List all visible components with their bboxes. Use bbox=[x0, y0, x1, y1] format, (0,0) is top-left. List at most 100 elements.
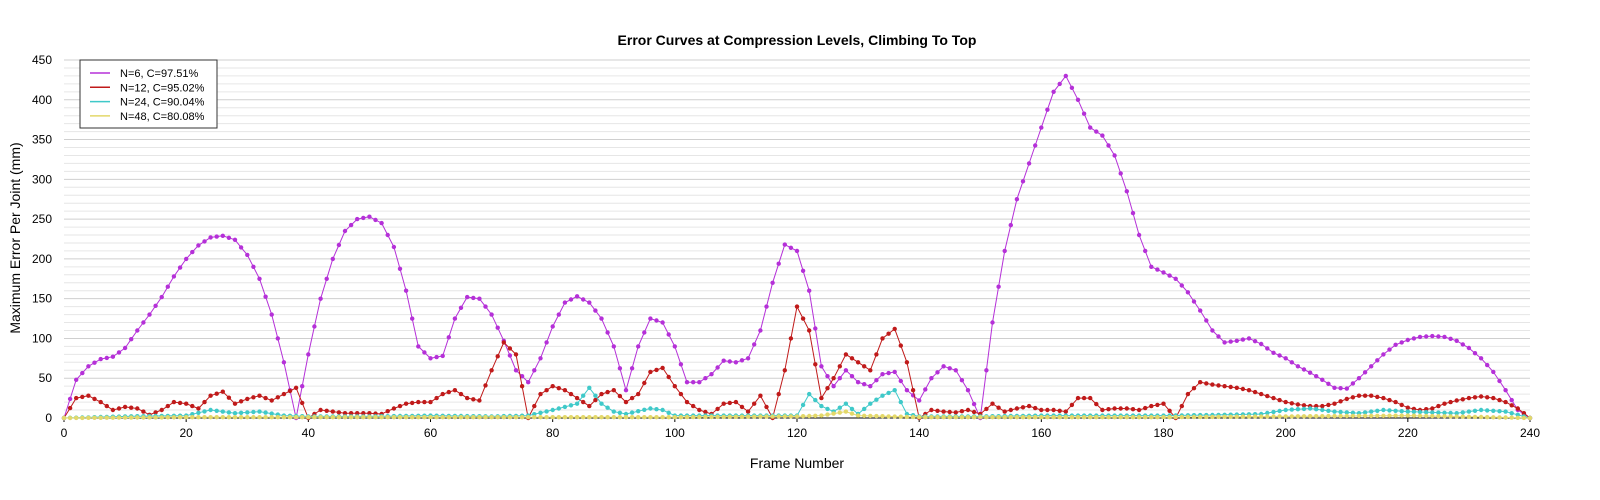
data-point bbox=[990, 320, 995, 325]
data-point bbox=[1008, 222, 1013, 228]
data-point bbox=[471, 295, 476, 301]
data-point bbox=[251, 395, 256, 400]
data-point bbox=[1307, 370, 1313, 375]
data-point bbox=[1252, 414, 1258, 419]
data-point bbox=[153, 303, 158, 308]
data-point bbox=[764, 304, 769, 309]
data-point bbox=[397, 403, 403, 409]
data-point bbox=[574, 415, 580, 420]
data-point bbox=[984, 406, 989, 412]
data-point bbox=[507, 346, 513, 351]
data-point bbox=[892, 326, 897, 332]
data-point bbox=[1307, 406, 1313, 411]
data-point bbox=[465, 395, 470, 401]
data-point bbox=[416, 344, 421, 349]
data-point bbox=[300, 415, 305, 420]
data-point bbox=[422, 415, 427, 420]
data-point bbox=[593, 397, 598, 403]
data-point bbox=[1185, 414, 1191, 420]
data-point bbox=[654, 407, 659, 412]
data-point bbox=[1369, 413, 1374, 419]
data-point bbox=[1252, 389, 1258, 395]
data-point bbox=[446, 389, 451, 395]
data-point bbox=[666, 332, 671, 337]
data-point bbox=[1424, 334, 1429, 339]
x-tick-label: 80 bbox=[546, 426, 560, 440]
data-point bbox=[184, 415, 189, 420]
y-tick-label: 50 bbox=[39, 371, 53, 385]
data-point bbox=[226, 415, 232, 420]
data-point bbox=[1002, 248, 1007, 254]
data-point bbox=[1515, 406, 1521, 411]
data-point bbox=[355, 415, 360, 420]
data-point bbox=[1393, 408, 1398, 413]
data-point bbox=[1356, 413, 1362, 419]
data-point bbox=[1106, 415, 1111, 420]
data-point bbox=[1277, 397, 1282, 403]
data-point bbox=[355, 216, 360, 222]
data-point bbox=[1369, 393, 1374, 398]
data-point bbox=[1387, 347, 1392, 352]
data-point bbox=[458, 305, 464, 310]
data-point bbox=[568, 391, 574, 397]
data-point bbox=[642, 380, 647, 386]
data-point bbox=[86, 364, 91, 369]
data-point bbox=[1204, 414, 1209, 420]
data-point bbox=[629, 415, 635, 420]
data-point bbox=[465, 415, 470, 420]
data-point bbox=[263, 294, 268, 299]
data-point bbox=[379, 220, 384, 226]
data-point bbox=[1143, 248, 1148, 254]
data-point bbox=[495, 325, 500, 330]
data-point bbox=[898, 399, 903, 405]
data-point bbox=[190, 403, 195, 409]
data-point bbox=[348, 415, 354, 420]
data-point bbox=[269, 415, 274, 420]
data-point bbox=[1393, 342, 1398, 347]
data-point bbox=[892, 388, 897, 393]
data-point bbox=[1466, 414, 1472, 419]
x-tick-label: 220 bbox=[1398, 426, 1418, 440]
data-point bbox=[263, 415, 268, 420]
data-point bbox=[1417, 409, 1423, 415]
data-point bbox=[1405, 405, 1411, 410]
x-tick-label: 0 bbox=[61, 426, 68, 440]
data-point bbox=[465, 294, 470, 300]
data-point bbox=[544, 415, 549, 420]
data-point bbox=[1430, 413, 1435, 419]
data-point bbox=[1521, 415, 1527, 421]
data-point bbox=[953, 410, 958, 415]
data-point bbox=[348, 222, 354, 228]
data-point bbox=[245, 415, 250, 420]
data-point bbox=[593, 393, 598, 398]
data-point bbox=[1161, 401, 1166, 406]
data-point bbox=[1283, 356, 1288, 361]
data-point bbox=[104, 403, 110, 409]
data-point bbox=[807, 328, 812, 333]
data-point bbox=[562, 388, 568, 393]
data-point bbox=[348, 411, 354, 416]
data-point bbox=[813, 413, 818, 418]
data-point bbox=[947, 366, 952, 371]
data-point bbox=[1124, 406, 1130, 411]
data-point bbox=[953, 368, 958, 373]
data-point bbox=[1509, 415, 1514, 420]
data-point bbox=[1228, 414, 1233, 419]
data-point bbox=[868, 384, 873, 389]
data-point bbox=[660, 365, 665, 371]
data-point bbox=[642, 415, 647, 420]
data-point bbox=[483, 415, 488, 420]
data-point bbox=[1063, 415, 1069, 420]
x-tick-label: 200 bbox=[1276, 426, 1296, 440]
data-point bbox=[74, 415, 79, 421]
data-point bbox=[684, 380, 690, 385]
data-point bbox=[1338, 409, 1343, 415]
y-tick-label: 300 bbox=[32, 172, 52, 186]
data-point bbox=[1430, 333, 1435, 339]
data-point bbox=[110, 415, 116, 420]
data-point bbox=[1454, 414, 1459, 419]
data-point bbox=[904, 388, 910, 393]
data-point bbox=[1332, 409, 1337, 414]
data-point bbox=[1369, 364, 1374, 369]
data-point bbox=[868, 368, 873, 373]
